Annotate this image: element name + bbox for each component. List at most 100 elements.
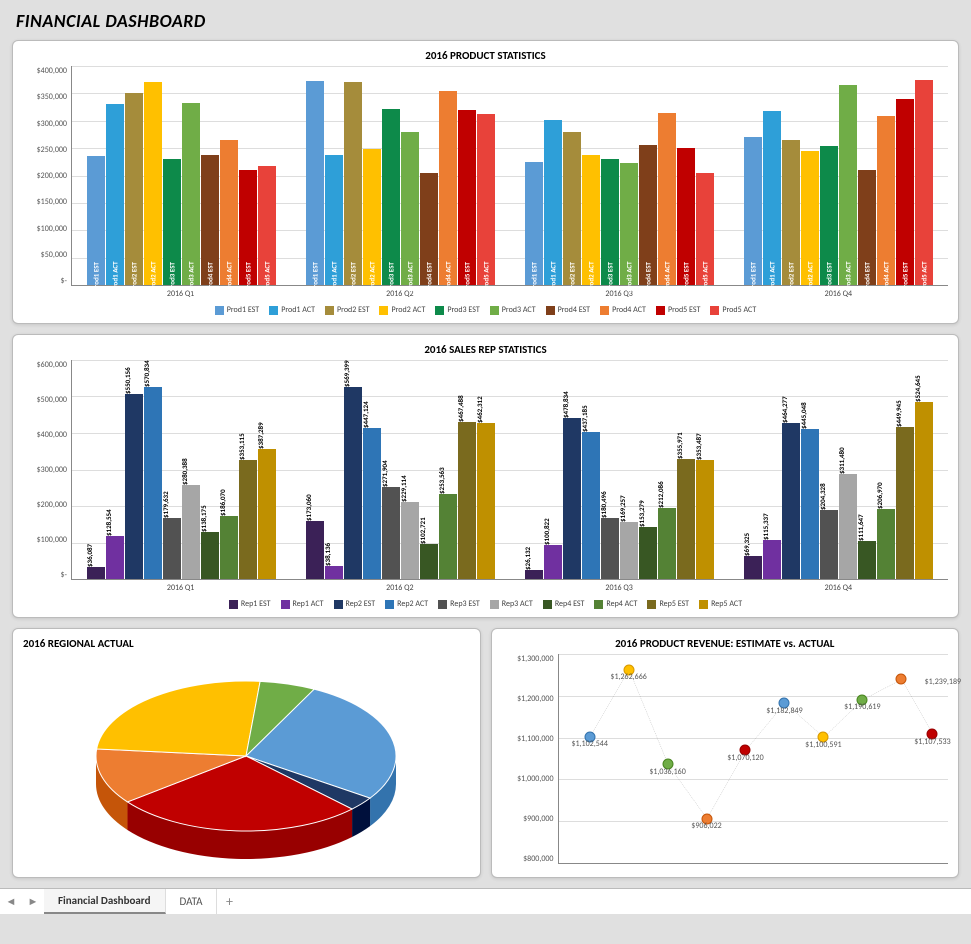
bar: $570,834 — [144, 387, 162, 579]
scatter-y-axis: $1,300,000$1,200,000$1,100,000$1,000,000… — [502, 654, 558, 864]
bar: $69,325 — [744, 556, 762, 579]
product-stats-card: 2016 PRODUCT STATISTICS $400,000$350,000… — [12, 40, 959, 324]
rep-chart-title: 2016 SALES REP STATISTICS — [23, 343, 948, 356]
bar: $179,632 — [163, 518, 181, 579]
bar: $253,563 — [439, 494, 457, 579]
legend-item: Prod2 EST — [325, 305, 369, 315]
scatter-point — [896, 674, 907, 685]
legend-item: Rep3 EST — [438, 599, 480, 609]
legend-item: Prod4 ACT — [600, 305, 646, 315]
legend-item: Prod5 ACT — [710, 305, 756, 315]
bar: $569,399 — [344, 387, 362, 579]
bar: Prod3 ACT — [182, 103, 200, 285]
bar: Prod4 EST — [201, 155, 219, 285]
bar: Prod2 ACT — [801, 151, 819, 285]
bar: Prod2 ACT — [363, 149, 381, 285]
bar: $355,971 — [677, 459, 695, 579]
tab-financial-dashboard[interactable]: Financial Dashboard — [44, 889, 166, 914]
bar: Prod1 ACT — [325, 155, 343, 285]
bar-group: $173,060$38,136$569,399$447,124$271,904$… — [291, 360, 510, 579]
bar: $271,904 — [382, 487, 400, 579]
bar: Prod3 ACT — [839, 85, 857, 285]
bar: $449,945 — [896, 427, 914, 579]
legend-item: Rep2 EST — [334, 599, 376, 609]
rep-y-axis: $600,000$500,000$400,000$300,000$200,000… — [23, 360, 71, 580]
legend-item: Prod3 ACT — [490, 305, 536, 315]
bar: Prod1 ACT — [763, 111, 781, 285]
bar: Prod1 ACT — [544, 120, 562, 285]
tab-add-icon[interactable]: + — [217, 893, 241, 910]
bar: Prod4 ACT — [877, 116, 895, 285]
bar: $280,388 — [182, 485, 200, 579]
bar: Prod1 ACT — [106, 104, 124, 285]
legend-item: Prod1 ACT — [269, 305, 315, 315]
tab-next-icon[interactable]: ► — [22, 895, 44, 908]
scatter-title: 2016 PRODUCT REVENUE: ESTIMATE vs. ACTUA… — [502, 637, 949, 650]
bar: $138,175 — [201, 532, 219, 579]
bar-group: Prod1 ESTProd1 ACTProd2 ESTProd2 ACTProd… — [510, 66, 729, 285]
pie-chart — [66, 656, 426, 866]
bar: Prod5 ACT — [915, 80, 933, 285]
tab-prev-icon[interactable]: ◄ — [0, 895, 22, 908]
bar: Prod1 EST — [525, 162, 543, 285]
bar: Prod5 ACT — [477, 114, 495, 285]
tab-data[interactable]: DATA — [166, 889, 218, 914]
legend-item: Rep5 EST — [647, 599, 689, 609]
bar-group: Prod1 ESTProd1 ACTProd2 ESTProd2 ACTProd… — [291, 66, 510, 285]
bar: Prod1 EST — [306, 81, 324, 285]
rep-stats-card: 2016 SALES REP STATISTICS $600,000$500,0… — [12, 334, 959, 618]
bar: Prod3 EST — [820, 146, 838, 285]
product-chart-title: 2016 PRODUCT STATISTICS — [23, 49, 948, 62]
bar: $524,645 — [915, 402, 933, 579]
legend-item: Rep3 ACT — [490, 599, 533, 609]
bar: Prod4 ACT — [220, 140, 238, 285]
legend-item: Prod5 EST — [656, 305, 700, 315]
bar: $100,822 — [544, 545, 562, 579]
bar: Prod5 EST — [677, 148, 695, 285]
bar: Prod5 EST — [239, 170, 257, 285]
legend-item: Prod3 EST — [435, 305, 479, 315]
bar-group: Prod1 ESTProd1 ACTProd2 ESTProd2 ACTProd… — [72, 66, 291, 285]
bar: $445,048 — [801, 429, 819, 579]
bar: Prod5 ACT — [258, 166, 276, 285]
bar: Prod3 EST — [163, 159, 181, 285]
rep-x-labels: 2016 Q12016 Q22016 Q32016 Q4 — [23, 580, 948, 593]
bar: Prod4 EST — [639, 145, 657, 285]
bar: Prod1 EST — [87, 156, 105, 285]
bar: Prod4 ACT — [658, 113, 676, 285]
bar-group: $26,132$100,822$478,834$437,185$180,496$… — [510, 360, 729, 579]
legend-item: Rep4 EST — [543, 599, 585, 609]
rep-plot: $36,087$128,554$550,156$570,834$179,632$… — [71, 360, 948, 580]
bar: Prod4 EST — [858, 170, 876, 285]
bar: Prod2 ACT — [582, 155, 600, 285]
product-legend: Prod1 ESTProd1 ACTProd2 ESTProd2 ACTProd… — [23, 299, 948, 317]
legend-item: Rep2 ACT — [385, 599, 428, 609]
bar: $153,279 — [639, 527, 657, 579]
bar: Prod2 EST — [344, 82, 362, 285]
legend-item: Rep1 EST — [229, 599, 271, 609]
bar: $437,185 — [582, 432, 600, 579]
bar: $353,115 — [239, 460, 257, 579]
bar: $111,647 — [858, 541, 876, 579]
bar: Prod3 ACT — [401, 132, 419, 285]
bar: $447,124 — [363, 428, 381, 579]
bar: $229,114 — [401, 502, 419, 579]
pie-card: 2016 REGIONAL ACTUAL — [12, 628, 481, 878]
legend-item: Prod2 ACT — [379, 305, 425, 315]
bar: $38,136 — [325, 566, 343, 579]
bar: Prod3 ACT — [620, 163, 638, 285]
bar: $353,487 — [696, 460, 714, 579]
bar: Prod3 EST — [601, 159, 619, 285]
legend-item: Prod4 EST — [546, 305, 590, 315]
bar: Prod2 ACT — [144, 82, 162, 285]
legend-item: Rep4 ACT — [594, 599, 637, 609]
bar-group: $69,325$115,337$464,277$445,048$204,328$… — [729, 360, 948, 579]
bar: $180,496 — [601, 518, 619, 579]
tab-bar: ◄ ► Financial Dashboard DATA + — [0, 888, 971, 914]
bar: Prod3 EST — [382, 109, 400, 285]
bar: Prod5 EST — [458, 110, 476, 285]
scatter-plot: $1,102,544$1,262,666$1,036,160$906,022$1… — [558, 654, 949, 864]
bar: Prod5 ACT — [696, 173, 714, 285]
page-title: FINANCIAL DASHBOARD — [16, 10, 959, 32]
scatter-card: 2016 PRODUCT REVENUE: ESTIMATE vs. ACTUA… — [491, 628, 960, 878]
